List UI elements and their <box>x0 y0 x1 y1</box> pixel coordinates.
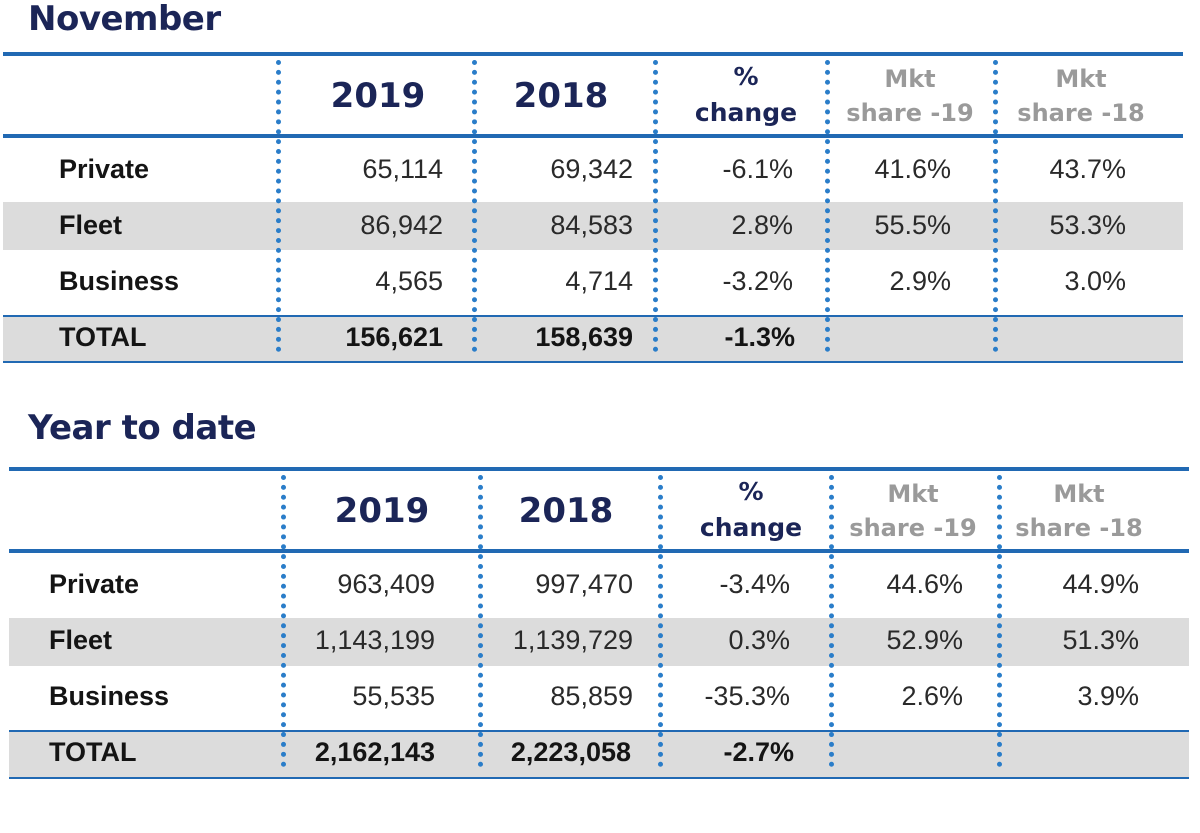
row-band-total <box>9 732 1189 778</box>
cell-private-2018: 69,342 <box>550 154 633 184</box>
cell-private-share19: 41.6% <box>874 154 951 184</box>
col-header-share18-line2: share -18 <box>1015 514 1143 542</box>
cell-total-2019: 2,162,143 <box>314 737 435 767</box>
col-header-pct-line2: change <box>694 98 798 127</box>
cell-fleet-share19: 52.9% <box>886 625 963 655</box>
cell-business-2019: 55,535 <box>352 681 435 711</box>
cell-fleet-2019: 1,143,199 <box>314 625 435 655</box>
cell-fleet-change: 0.3% <box>728 625 790 655</box>
column-divider <box>281 475 286 767</box>
cell-business-share18: 3.0% <box>1064 266 1126 296</box>
row-label-private: Private <box>49 569 140 599</box>
column-divider <box>993 60 998 352</box>
cell-private-2019: 65,114 <box>362 154 443 184</box>
cell-business-2018: 4,714 <box>565 266 633 296</box>
cell-total-2018: 158,639 <box>535 322 633 352</box>
cell-business-2018: 85,859 <box>550 681 633 711</box>
col-header-share18-line1: Mkt <box>1053 480 1105 508</box>
cell-fleet-2019: 86,942 <box>360 210 443 240</box>
cell-business-change: -35.3% <box>704 681 790 711</box>
cell-private-share19: 44.6% <box>886 569 963 599</box>
header-bottom-rule <box>3 134 1183 138</box>
section-title-year-to-date: Year to date <box>28 408 257 448</box>
row-label-business: Business <box>59 266 180 296</box>
total-top-rule <box>3 315 1183 317</box>
cell-total-change: -1.3% <box>724 322 795 352</box>
column-divider <box>997 475 1002 767</box>
column-divider <box>829 475 834 767</box>
column-divider <box>653 60 658 352</box>
cell-business-change: -3.2% <box>722 266 793 296</box>
cell-private-share18: 43.7% <box>1049 154 1126 184</box>
col-header-2019: 2019 <box>330 76 426 116</box>
row-label-private: Private <box>59 154 150 184</box>
section-title-november: November <box>28 0 221 39</box>
col-header-share19-line1: Mkt <box>887 480 939 508</box>
row-label-business: Business <box>49 681 170 711</box>
total-bottom-rule <box>3 361 1183 363</box>
col-header-2018: 2018 <box>513 76 609 116</box>
col-header-pct-line1: % <box>733 62 759 91</box>
cell-private-share18: 44.9% <box>1062 569 1139 599</box>
col-header-share19-line2: share -19 <box>846 99 974 127</box>
col-header-share19-line1: Mkt <box>884 65 936 93</box>
row-label-fleet: Fleet <box>49 625 113 655</box>
row-band-total <box>3 317 1183 362</box>
col-header-2019: 2019 <box>334 491 430 531</box>
header-top-rule <box>3 52 1183 56</box>
row-label-total: TOTAL <box>59 322 147 352</box>
cell-business-share18: 3.9% <box>1077 681 1139 711</box>
cell-fleet-change: 2.8% <box>731 210 793 240</box>
cell-fleet-share18: 51.3% <box>1062 625 1139 655</box>
cell-fleet-2018: 1,139,729 <box>512 625 633 655</box>
cell-business-share19: 2.6% <box>901 681 963 711</box>
column-divider <box>276 60 281 352</box>
header-top-rule <box>9 467 1189 471</box>
cell-fleet-share18: 53.3% <box>1049 210 1126 240</box>
cell-fleet-2018: 84,583 <box>550 210 633 240</box>
cell-private-change: -3.4% <box>719 569 790 599</box>
row-band-fleet <box>9 618 1189 666</box>
column-divider <box>478 475 483 767</box>
col-header-share18-line1: Mkt <box>1055 65 1107 93</box>
col-header-pct-line2: change <box>699 513 803 542</box>
cell-total-2019: 156,621 <box>345 322 443 352</box>
col-header-share19-line2: share -19 <box>849 514 977 542</box>
row-label-total: TOTAL <box>49 737 137 767</box>
total-bottom-rule <box>9 777 1189 779</box>
cell-private-2018: 997,470 <box>535 569 633 599</box>
cell-business-share19: 2.9% <box>889 266 951 296</box>
column-divider <box>472 60 477 352</box>
header-bottom-rule <box>9 549 1189 553</box>
column-divider <box>658 475 663 767</box>
col-header-share18-line2: share -18 <box>1017 99 1145 127</box>
row-band-fleet <box>3 202 1183 250</box>
cell-total-change: -2.7% <box>723 737 794 767</box>
col-header-2018: 2018 <box>518 491 614 531</box>
total-top-rule <box>9 730 1189 732</box>
cell-fleet-share19: 55.5% <box>874 210 951 240</box>
cell-private-change: -6.1% <box>722 154 793 184</box>
cell-business-2019: 4,565 <box>375 266 443 296</box>
column-divider <box>825 60 830 352</box>
row-label-fleet: Fleet <box>59 210 123 240</box>
cell-private-2019: 963,409 <box>337 569 435 599</box>
cell-total-2018: 2,223,058 <box>510 737 631 767</box>
col-header-pct-line1: % <box>738 477 764 506</box>
